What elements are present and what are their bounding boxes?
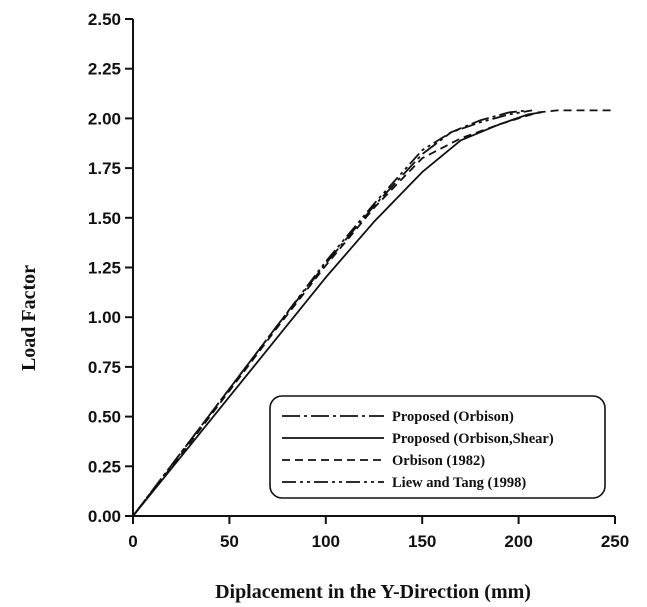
series-layer [132,109,615,517]
y-axis-title: Load Factor [18,265,40,371]
y-tick-label: 0.50 [88,408,121,427]
series-line-2 [132,111,542,517]
series-line-3 [132,109,615,517]
x-tick-label: 250 [601,532,629,551]
y-tick-label: 0.00 [88,507,121,526]
legend: Proposed (Orbison) Proposed (Orbison,Shea… [269,395,606,499]
y-tick-label: 0.25 [88,457,121,476]
axes: 0.00 0.25 0.50 0.75 1.00 1.25 1.50 1.75 2.00 2.25… [88,10,629,551]
x-tick-label: 100 [312,532,340,551]
y-tick-label: 2.50 [88,10,121,29]
legend-label: Proposed (Orbison,Shear) [392,431,554,447]
y-tick-label: 1.00 [88,308,121,327]
x-tick-label: 200 [504,532,532,551]
y-tick-label: 2.25 [88,60,121,79]
legend-label: Liew and Tang (1998) [392,475,526,491]
x-tick-label: 50 [220,532,239,551]
y-tick-label: 1.50 [88,209,121,228]
y-tick-label: 1.25 [88,259,121,278]
y-tick-label: 0.75 [88,358,121,377]
series-line-4 [132,109,533,517]
legend-box [269,395,606,499]
x-tick-label: 0 [128,532,137,551]
legend-label: Orbison (1982) [392,453,485,469]
y-tick-label: 1.75 [88,159,121,178]
x-axis-title: Diplacement in the Y-Direction (mm) [215,581,531,603]
x-tick-label: 150 [408,532,436,551]
y-tick-label: 2.00 [88,109,121,128]
legend-label: Proposed (Orbison) [392,409,514,425]
